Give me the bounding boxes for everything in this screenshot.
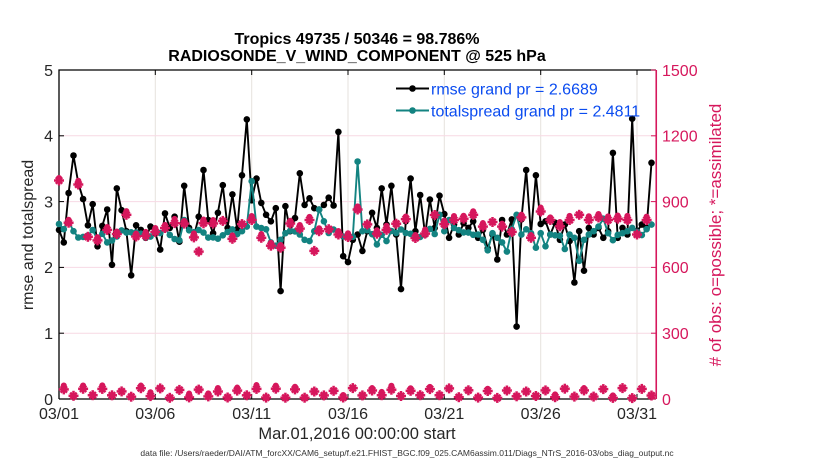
svg-text:3: 3 bbox=[44, 194, 53, 211]
svg-text:Mar.01,2016 00:00:00 start: Mar.01,2016 00:00:00 start bbox=[258, 425, 456, 443]
svg-text:data file: /Users/raeder/DAI/A: data file: /Users/raeder/DAI/ATM_forcXX/… bbox=[140, 448, 674, 458]
svg-text:03/11: 03/11 bbox=[232, 406, 271, 423]
svg-text:1: 1 bbox=[44, 326, 53, 343]
svg-text:Tropics 49735 / 50346 = 98.786: Tropics 49735 / 50346 = 98.786% bbox=[234, 31, 479, 48]
svg-text:4: 4 bbox=[44, 129, 53, 146]
svg-text:rmse and totalspread: rmse and totalspread bbox=[20, 160, 37, 310]
svg-text:300: 300 bbox=[662, 326, 689, 343]
svg-text:1200: 1200 bbox=[662, 129, 698, 146]
svg-text:2: 2 bbox=[44, 260, 53, 277]
svg-text:03/21: 03/21 bbox=[424, 406, 464, 423]
svg-text:1500: 1500 bbox=[662, 63, 698, 80]
svg-text:03/06: 03/06 bbox=[135, 406, 175, 423]
svg-text:RADIOSONDE_V_WIND_COMPONENT @: RADIOSONDE_V_WIND_COMPONENT @ 525 hPa bbox=[168, 48, 546, 65]
svg-text:03/31: 03/31 bbox=[617, 406, 657, 423]
svg-text:03/01: 03/01 bbox=[39, 406, 79, 423]
svg-text:600: 600 bbox=[662, 260, 689, 277]
svg-text:5: 5 bbox=[44, 63, 53, 80]
svg-text:03/26: 03/26 bbox=[521, 406, 561, 423]
svg-text:0: 0 bbox=[662, 392, 671, 409]
svg-text:# of obs: o=possible; *=assimi: # of obs: o=possible; *=assimilated bbox=[706, 104, 725, 367]
svg-text:03/16: 03/16 bbox=[328, 406, 368, 423]
svg-text:900: 900 bbox=[662, 194, 689, 211]
svg-text:rmse grand pr = 2.6689: rmse grand pr = 2.6689 bbox=[431, 81, 598, 98]
svg-text:totalspread grand pr = 2.4811: totalspread grand pr = 2.4811 bbox=[431, 103, 640, 120]
svg-text:0: 0 bbox=[44, 392, 53, 409]
